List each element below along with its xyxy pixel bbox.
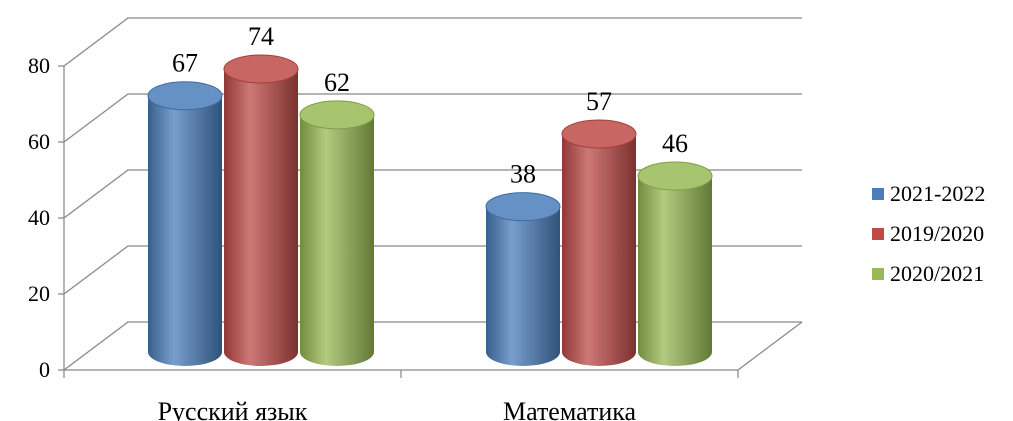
legend-item: 2020/2021 [872, 254, 985, 294]
bar [486, 206, 560, 366]
data-label: 46 [662, 129, 688, 158]
x-category-label: Русский язык [158, 397, 308, 421]
gridline [63, 93, 802, 143]
chart-bars [147, 54, 713, 366]
chart-labels: 67 74 62 38 57 46 Русский язык Математика [158, 22, 688, 421]
data-label: 62 [324, 68, 350, 97]
y-tick-label: 40 [28, 205, 50, 230]
chart-axes: 0 20 40 60 80 [28, 53, 739, 382]
gridline [63, 17, 802, 67]
bar-top [561, 119, 637, 149]
bar-top [147, 81, 223, 111]
y-tick-label: 20 [28, 281, 50, 306]
legend-swatch [872, 268, 884, 280]
bar [148, 95, 222, 366]
legend-label: 2021-2022 [890, 181, 986, 206]
bar [224, 68, 298, 366]
legend-label: 2019/2020 [890, 221, 985, 246]
legend-item: 2019/2020 [872, 214, 985, 254]
bar-top [223, 54, 299, 84]
data-label: 74 [248, 22, 274, 51]
data-label: 57 [586, 87, 612, 116]
legend-item: 2021-2022 [872, 174, 985, 214]
bar-top [299, 100, 375, 130]
legend-swatch [872, 188, 884, 200]
y-tick-label: 0 [39, 357, 50, 382]
bar [562, 133, 636, 366]
bar-top [485, 192, 561, 222]
data-label: 38 [510, 160, 536, 189]
bar-top [637, 161, 713, 191]
legend-label: 2020/2021 [890, 261, 985, 286]
y-tick-label: 60 [28, 129, 50, 154]
data-label: 67 [172, 49, 198, 78]
bar [638, 176, 712, 366]
legend-swatch [872, 228, 884, 240]
bar [300, 114, 374, 366]
x-category-label: Математика [503, 397, 637, 421]
chart-legend: 2021-2022 2019/2020 2020/2021 [872, 174, 985, 294]
y-tick-label: 80 [28, 53, 50, 78]
